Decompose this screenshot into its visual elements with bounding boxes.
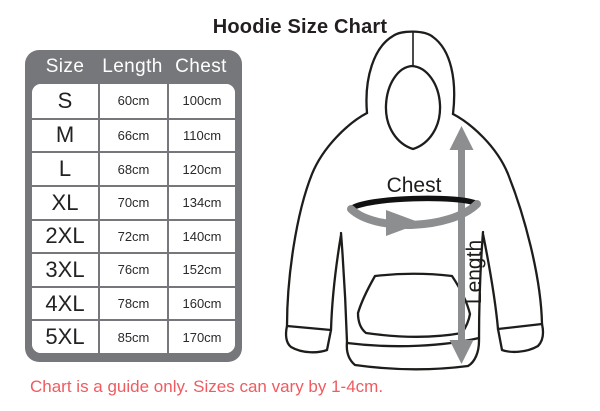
size-table-body: S 60cm 100cm M 66cm 110cm L 68cm 120cm X… [32, 84, 235, 353]
chest-ribbon-back-arc [348, 195, 480, 212]
cell-length-xl: 70cm [98, 184, 167, 219]
cell-chest-5xl: 170cm [167, 319, 235, 353]
size-table-header: Size Length Chest [25, 50, 242, 84]
cell-size-m: M [32, 117, 98, 152]
hoodie-right-seams [477, 230, 500, 343]
cell-chest-4xl: 160cm [167, 285, 235, 320]
hoodie-left-cuff [284, 324, 333, 354]
cell-chest-l: 120cm [167, 151, 235, 185]
header-length: Length [102, 56, 163, 77]
cell-chest-3xl: 152cm [167, 252, 235, 286]
cell-length-4xl: 78cm [98, 285, 167, 320]
cell-length-s: 60cm [98, 84, 167, 118]
kangaroo-pocket [356, 272, 472, 338]
hoodie-diagram: Chest Length [278, 16, 600, 387]
hoodie-left-sleeve [285, 111, 369, 328]
hoodie-right-cuff [496, 322, 545, 354]
header-size: Size [45, 56, 85, 77]
hoodie-right-sleeve [451, 112, 544, 326]
size-table: Size Length Chest S 60cm 100cm M 66cm 11… [25, 50, 242, 362]
cell-size-l: L [32, 151, 98, 185]
disclaimer-note: Chart is a guide only. Sizes can vary by… [30, 377, 384, 396]
cell-size-s: S [32, 84, 98, 118]
chest-label: Chest [387, 174, 442, 197]
cell-size-4xl: 4XL [32, 285, 98, 320]
length-arrowhead-down [449, 340, 474, 364]
length-arrowhead-up [449, 126, 474, 150]
cell-size-2xl: 2XL [32, 218, 98, 253]
hoodie-illustration: Chest Length [284, 30, 545, 371]
cell-length-m: 66cm [98, 117, 167, 152]
hood-face-opening [384, 64, 442, 151]
cell-length-3xl: 76cm [98, 252, 167, 286]
hoodie-left-seams [329, 231, 349, 344]
cell-size-5xl: 5XL [32, 319, 98, 353]
cell-chest-m: 110cm [167, 117, 235, 152]
cell-length-2xl: 72cm [98, 218, 167, 253]
chest-ribbon-arrowhead [386, 210, 421, 236]
hoodie-bottom-band [345, 339, 481, 371]
cell-chest-xl: 134cm [167, 184, 235, 219]
cell-length-l: 68cm [98, 151, 167, 185]
cell-size-xl: XL [32, 184, 98, 219]
cell-chest-s: 100cm [167, 84, 235, 118]
page-title: Hoodie Size Chart [212, 16, 388, 38]
chest-ribbon [347, 195, 481, 236]
cell-length-5xl: 85cm [98, 319, 167, 353]
length-label: Length [463, 240, 486, 304]
header-chest: Chest [175, 56, 227, 77]
cell-size-3xl: 3XL [32, 252, 98, 286]
cell-chest-2xl: 140cm [167, 218, 235, 253]
